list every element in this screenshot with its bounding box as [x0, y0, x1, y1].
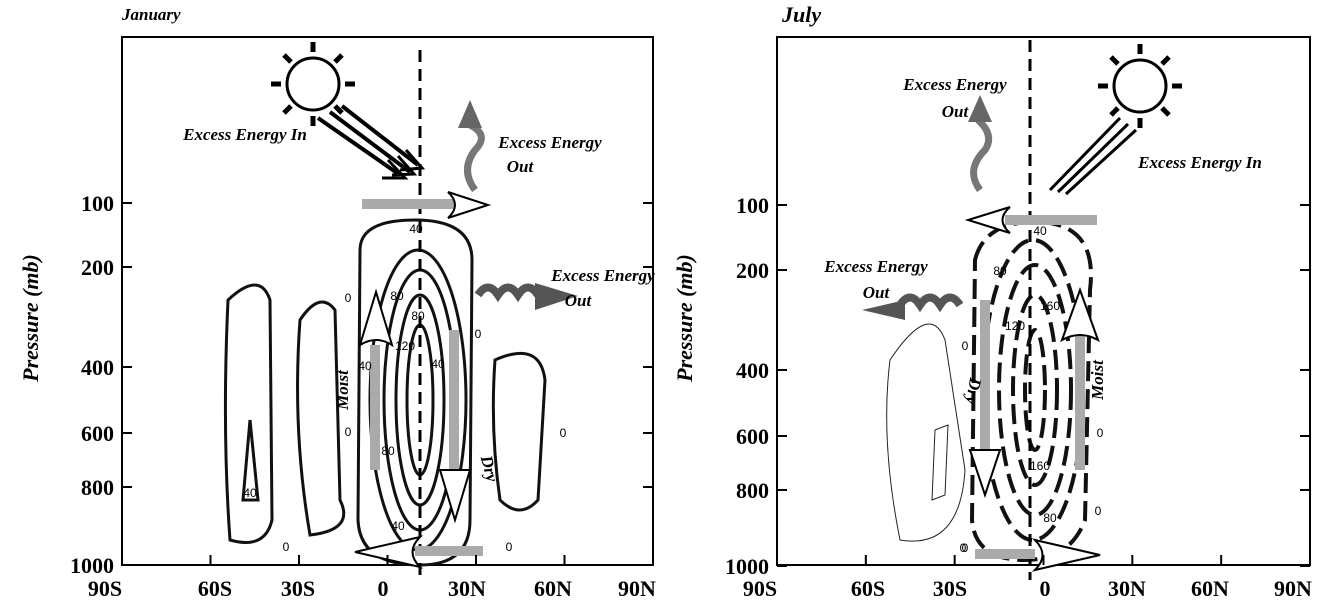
x-tick-label: 90N: [618, 576, 656, 601]
x-tick-label: 60N: [1191, 576, 1229, 601]
annotation: Moist: [1088, 359, 1107, 401]
y-tick-label: 400: [736, 358, 769, 383]
x-tick-label: 30N: [448, 576, 486, 601]
sun: [271, 42, 355, 126]
x-tick-label: 90S: [743, 576, 777, 601]
contour-label: 160: [1040, 299, 1060, 313]
energy-out-arrow: [974, 120, 989, 190]
annotation: Moist: [333, 369, 352, 411]
x-tick-label: 0: [1040, 576, 1051, 601]
y-tick-label: 200: [81, 255, 114, 280]
arrow-head: [968, 95, 992, 122]
energy-in-arrows: [1050, 118, 1136, 194]
y-tick-label: 100: [736, 193, 769, 218]
contour-label: 0: [560, 426, 567, 440]
contour-label: 0: [345, 291, 352, 305]
contour-label: 80: [390, 289, 404, 303]
y-tick-label: 200: [736, 258, 769, 283]
contour-label: 0: [506, 540, 513, 554]
contour-label: 160: [1030, 459, 1050, 473]
arrow-head: [862, 300, 905, 320]
arrow-head: [458, 100, 482, 128]
y-tick-label: 800: [81, 475, 114, 500]
annotation: Excess Energy: [550, 266, 655, 285]
x-tick-label: 90S: [88, 576, 122, 601]
annotation: Out: [863, 283, 891, 302]
annotation: Out: [507, 157, 535, 176]
x-tick-label: 60N: [534, 576, 572, 601]
annotation: Dry: [962, 375, 986, 406]
x-tick-label: 0: [378, 576, 389, 601]
annotation: Dry: [476, 452, 502, 484]
energy-out-arrow: [468, 125, 482, 190]
panel-title: January: [121, 5, 181, 24]
contour-label: 0: [1095, 504, 1102, 518]
contour-label: 40: [243, 486, 257, 500]
contour-label: 80: [381, 444, 395, 458]
contour-label: 40: [431, 357, 445, 371]
annotation: Out: [942, 102, 970, 121]
annotation: Excess Energy: [823, 257, 928, 276]
y-axis-label: Pressure (mb): [18, 254, 43, 383]
x-tick-label: 30S: [281, 576, 315, 601]
y-tick-label: 600: [81, 421, 114, 446]
energy-out-arrow: [478, 288, 538, 296]
contour-label: 80: [1043, 511, 1057, 525]
annotation: Excess Energy: [902, 75, 1007, 94]
contour-label: 0: [962, 339, 969, 353]
sun: [1098, 44, 1182, 128]
y-tick-label: 600: [736, 424, 769, 449]
contour-label: 0: [475, 327, 482, 341]
energy-out-arrow: [900, 298, 960, 306]
contour-label: 40: [358, 359, 372, 373]
y-tick-label: 800: [736, 478, 769, 503]
x-tick-label: 30N: [1108, 576, 1146, 601]
contour-label: 80: [993, 264, 1007, 278]
annotation: Excess Energy In: [1137, 153, 1262, 172]
annotation: Excess Energy In: [182, 125, 307, 144]
x-tick-label: 60S: [851, 576, 885, 601]
energy-in-arrows: [318, 106, 422, 178]
annotation: Excess Energy: [497, 133, 602, 152]
x-tick-label: 90N: [1274, 576, 1312, 601]
contour-label: 120: [395, 339, 415, 353]
y-tick-label: 1000: [70, 553, 114, 578]
contour-label: 0: [960, 541, 967, 555]
y-tick-label: 400: [81, 355, 114, 380]
thin-contours: [887, 324, 965, 541]
annotation: Out: [565, 291, 593, 310]
contour-label: 120: [1005, 319, 1025, 333]
x-tick-label: 30S: [933, 576, 967, 601]
y-tick-label: 100: [81, 191, 114, 216]
contour-label: 0: [283, 540, 290, 554]
panel-title: July: [781, 2, 821, 27]
contour-label: 0: [345, 425, 352, 439]
contours: [225, 220, 545, 565]
contour-label: 40: [391, 519, 405, 533]
figure: JanuaryPressure (mb)10020040060080010009…: [0, 0, 1337, 603]
y-axis-label: Pressure (mb): [672, 254, 697, 383]
contour-label: 40: [1033, 224, 1047, 238]
contour-label: 40: [409, 222, 423, 236]
x-tick-label: 60S: [198, 576, 232, 601]
contour-label: 80: [411, 309, 425, 323]
contour-label: 0: [1097, 426, 1104, 440]
